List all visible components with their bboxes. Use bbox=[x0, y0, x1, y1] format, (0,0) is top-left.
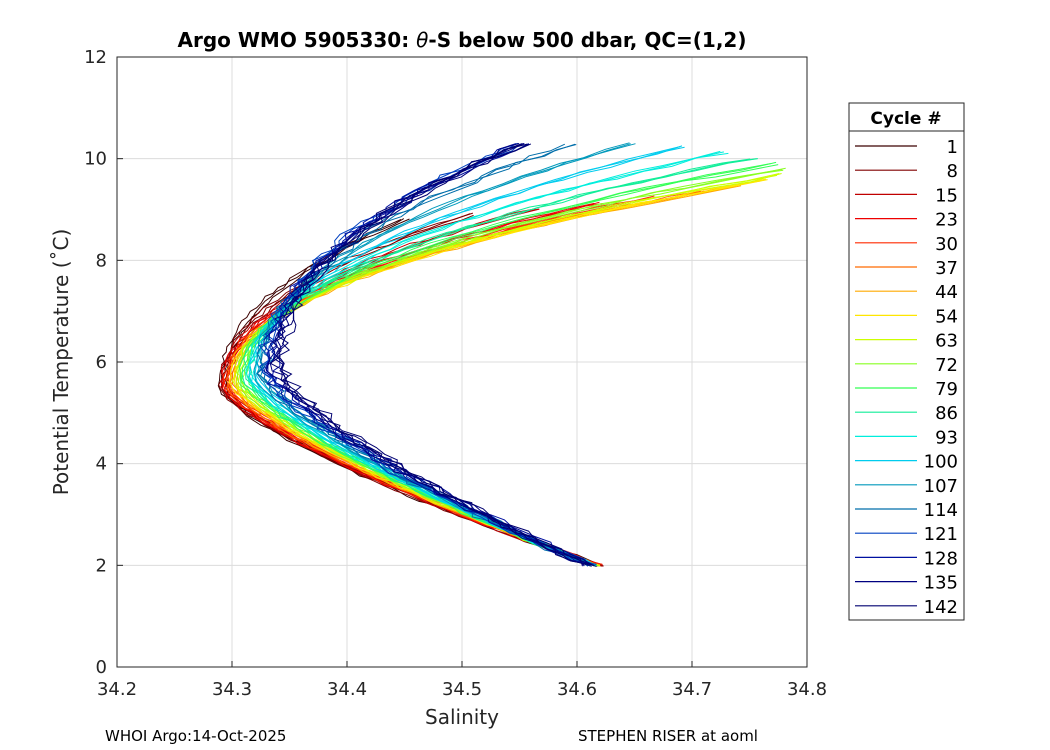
y-tick-label: 6 bbox=[96, 352, 107, 373]
x-tick-label: 34.5 bbox=[442, 679, 482, 700]
y-tick-label: 0 bbox=[96, 657, 107, 678]
x-tick-label: 34.8 bbox=[787, 679, 827, 700]
x-tick-label: 34.6 bbox=[557, 679, 597, 700]
y-tick-label: 8 bbox=[96, 250, 107, 271]
x-tick-label: 34.3 bbox=[212, 679, 252, 700]
legend-title: Cycle # bbox=[870, 109, 941, 129]
legend-label-8: 8 bbox=[947, 161, 958, 182]
legend-label-107: 107 bbox=[924, 476, 958, 497]
legend-label-128: 128 bbox=[924, 548, 958, 569]
legend-label-54: 54 bbox=[935, 306, 958, 327]
y-tick-label: 2 bbox=[96, 555, 107, 576]
y-axis-label: Potential Temperature (˚C) bbox=[49, 229, 73, 496]
legend: Cycle # 1 8 15 23 30 37 44 54 63 72 79 86 93 100 107 11… bbox=[848, 102, 965, 621]
legend-label-114: 114 bbox=[924, 500, 958, 521]
legend-label-30: 30 bbox=[935, 234, 958, 255]
profile-line-135 bbox=[269, 143, 583, 567]
legend-label-135: 135 bbox=[924, 573, 958, 594]
x-tick-label: 34.7 bbox=[672, 679, 712, 700]
axis-ticks: 34.2 34.3 34.4 34.5 34.6 34.7 34.8 0 2 4 6 8 10 12 bbox=[84, 47, 827, 700]
profile-line-107 bbox=[256, 143, 631, 566]
legend-label-142: 142 bbox=[924, 597, 958, 618]
profile-line-100 bbox=[248, 146, 681, 567]
y-tick-label: 10 bbox=[84, 149, 107, 170]
y-tick-label: 4 bbox=[96, 454, 107, 475]
footer-left: WHOI Argo:14-Oct-2025 bbox=[105, 727, 286, 745]
legend-label-79: 79 bbox=[935, 379, 958, 400]
profile-line-142 bbox=[277, 143, 595, 567]
theta-s-curves bbox=[217, 142, 786, 567]
chart-title: Argo WMO 5905330: θ-S below 500 dbar, QC… bbox=[178, 28, 747, 52]
legend-box bbox=[848, 102, 965, 621]
legend-label-100: 100 bbox=[924, 452, 958, 473]
legend-label-44: 44 bbox=[935, 282, 958, 303]
x-axis-label: Salinity bbox=[425, 705, 499, 729]
legend-label-72: 72 bbox=[935, 355, 958, 376]
footer-right: STEPHEN RISER at aoml bbox=[578, 727, 758, 745]
legend-label-63: 63 bbox=[935, 331, 958, 352]
x-tick-label: 34.2 bbox=[97, 679, 137, 700]
legend-label-15: 15 bbox=[935, 185, 958, 206]
profile-line-93 bbox=[245, 150, 721, 567]
legend-label-23: 23 bbox=[935, 210, 958, 231]
legend-label-121: 121 bbox=[924, 524, 958, 545]
legend-label-37: 37 bbox=[935, 258, 958, 279]
legend-label-93: 93 bbox=[935, 427, 958, 448]
y-tick-label: 12 bbox=[84, 47, 107, 68]
legend-label-1: 1 bbox=[947, 137, 958, 158]
legend-label-86: 86 bbox=[935, 403, 958, 424]
x-tick-label: 34.4 bbox=[327, 679, 367, 700]
